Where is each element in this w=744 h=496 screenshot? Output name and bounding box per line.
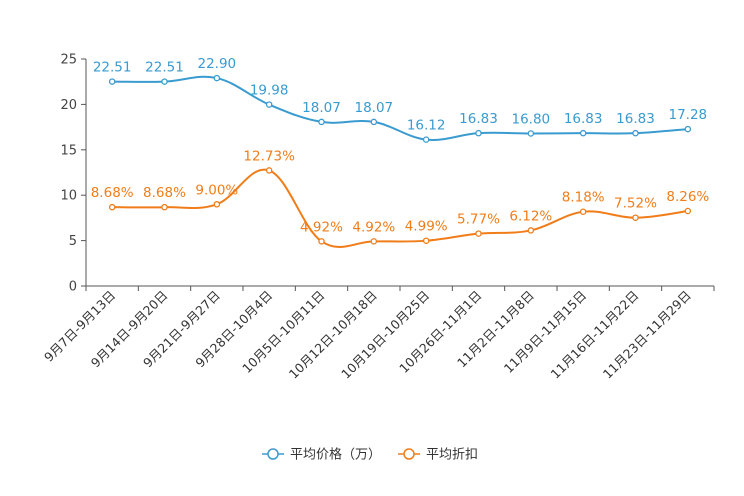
x-tick-label: 11月23日-11月29日: [600, 288, 694, 382]
chart-axes: [85, 59, 714, 287]
data-label: 12.73%: [243, 148, 295, 164]
y-tick-label: 20: [60, 98, 77, 113]
data-point: [161, 78, 168, 85]
data-point: [475, 129, 482, 137]
y-tick-label: 5: [69, 234, 77, 249]
series-2: 8.68% 8.68% 9.00% 12.73% 4.92% 4.92% 4.99% 5.77…: [91, 148, 709, 248]
data-label: 16.12: [407, 118, 446, 134]
legend[interactable]: 平均价格（万） 平均折扣: [262, 447, 478, 463]
series-line: [112, 168, 688, 248]
legend-marker-icon: [267, 448, 279, 460]
data-label: 4.92%: [300, 219, 343, 235]
series-line: [112, 75, 688, 141]
data-point: [475, 230, 482, 237]
data-label: 18.07: [355, 100, 394, 116]
data-point: [213, 201, 221, 208]
data-point: [632, 214, 639, 221]
x-tick-label: 10月19日-10月25日: [338, 288, 432, 382]
data-point: [632, 129, 639, 137]
data-point: [370, 118, 378, 126]
data-point: [527, 227, 535, 234]
data-label: 16.83: [564, 111, 603, 127]
legend-label: 平均价格（万）: [290, 447, 381, 463]
data-point: [265, 101, 273, 108]
data-label: 5.77%: [457, 212, 500, 228]
x-tick-label: 10月12日-10月18日: [286, 288, 380, 382]
legend-item-2[interactable]: 平均折扣: [398, 448, 478, 463]
data-point: [370, 238, 378, 245]
data-point: [161, 203, 168, 211]
data-label: 17.28: [669, 107, 708, 123]
y-tick-label: 10: [60, 189, 77, 204]
data-point: [422, 136, 430, 143]
x-axis-ticks: 9月7日-9月13日9月14日-9月20日9月21日-9月27日9月28日-10…: [41, 286, 715, 382]
data-label: 16.83: [459, 111, 498, 127]
data-point: [265, 167, 273, 174]
data-label: 16.80: [512, 111, 551, 127]
data-point: [684, 207, 692, 215]
data-label: 16.83: [616, 111, 655, 127]
data-label: 8.68%: [143, 185, 186, 201]
data-label: 4.92%: [352, 219, 395, 235]
data-label: 6.12%: [509, 208, 552, 224]
data-label: 9.00%: [195, 182, 238, 198]
x-tick-label: 11月16日-11月22日: [547, 288, 641, 382]
data-label: 19.98: [250, 83, 289, 99]
y-axis-ticks: 0 5 10 15 20 25: [60, 53, 86, 295]
data-label: 22.90: [198, 56, 237, 72]
data-point: [579, 129, 587, 137]
data-label: 7.52%: [614, 196, 657, 212]
legend-label: 平均折扣: [426, 448, 478, 463]
data-point: [318, 118, 325, 126]
series-1: 22.51 22.51 22.90 19.98 18.07 18.07 16.12 16.83…: [93, 56, 708, 143]
data-point: [108, 78, 116, 85]
data-point: [213, 74, 221, 82]
data-point: [422, 237, 430, 244]
data-label: 18.07: [302, 100, 341, 116]
series-layer: 22.51 22.51 22.90 19.98 18.07 18.07 16.12 16.83…: [91, 56, 709, 248]
data-point: [318, 238, 325, 245]
data-label: 4.99%: [405, 219, 448, 235]
y-tick-label: 25: [60, 53, 77, 68]
data-label: 8.18%: [562, 190, 605, 206]
legend-marker-icon: [403, 448, 415, 460]
data-label: 22.51: [93, 60, 132, 76]
data-point: [527, 130, 535, 137]
data-label: 8.26%: [666, 189, 709, 205]
data-label: 22.51: [145, 60, 184, 76]
y-tick-label: 0: [69, 280, 77, 295]
legend-item-1[interactable]: 平均价格（万）: [262, 447, 381, 463]
data-label: 8.68%: [91, 185, 134, 201]
data-point: [684, 125, 692, 133]
data-point: [579, 208, 587, 215]
y-tick-label: 15: [60, 143, 77, 158]
data-point: [108, 203, 116, 211]
